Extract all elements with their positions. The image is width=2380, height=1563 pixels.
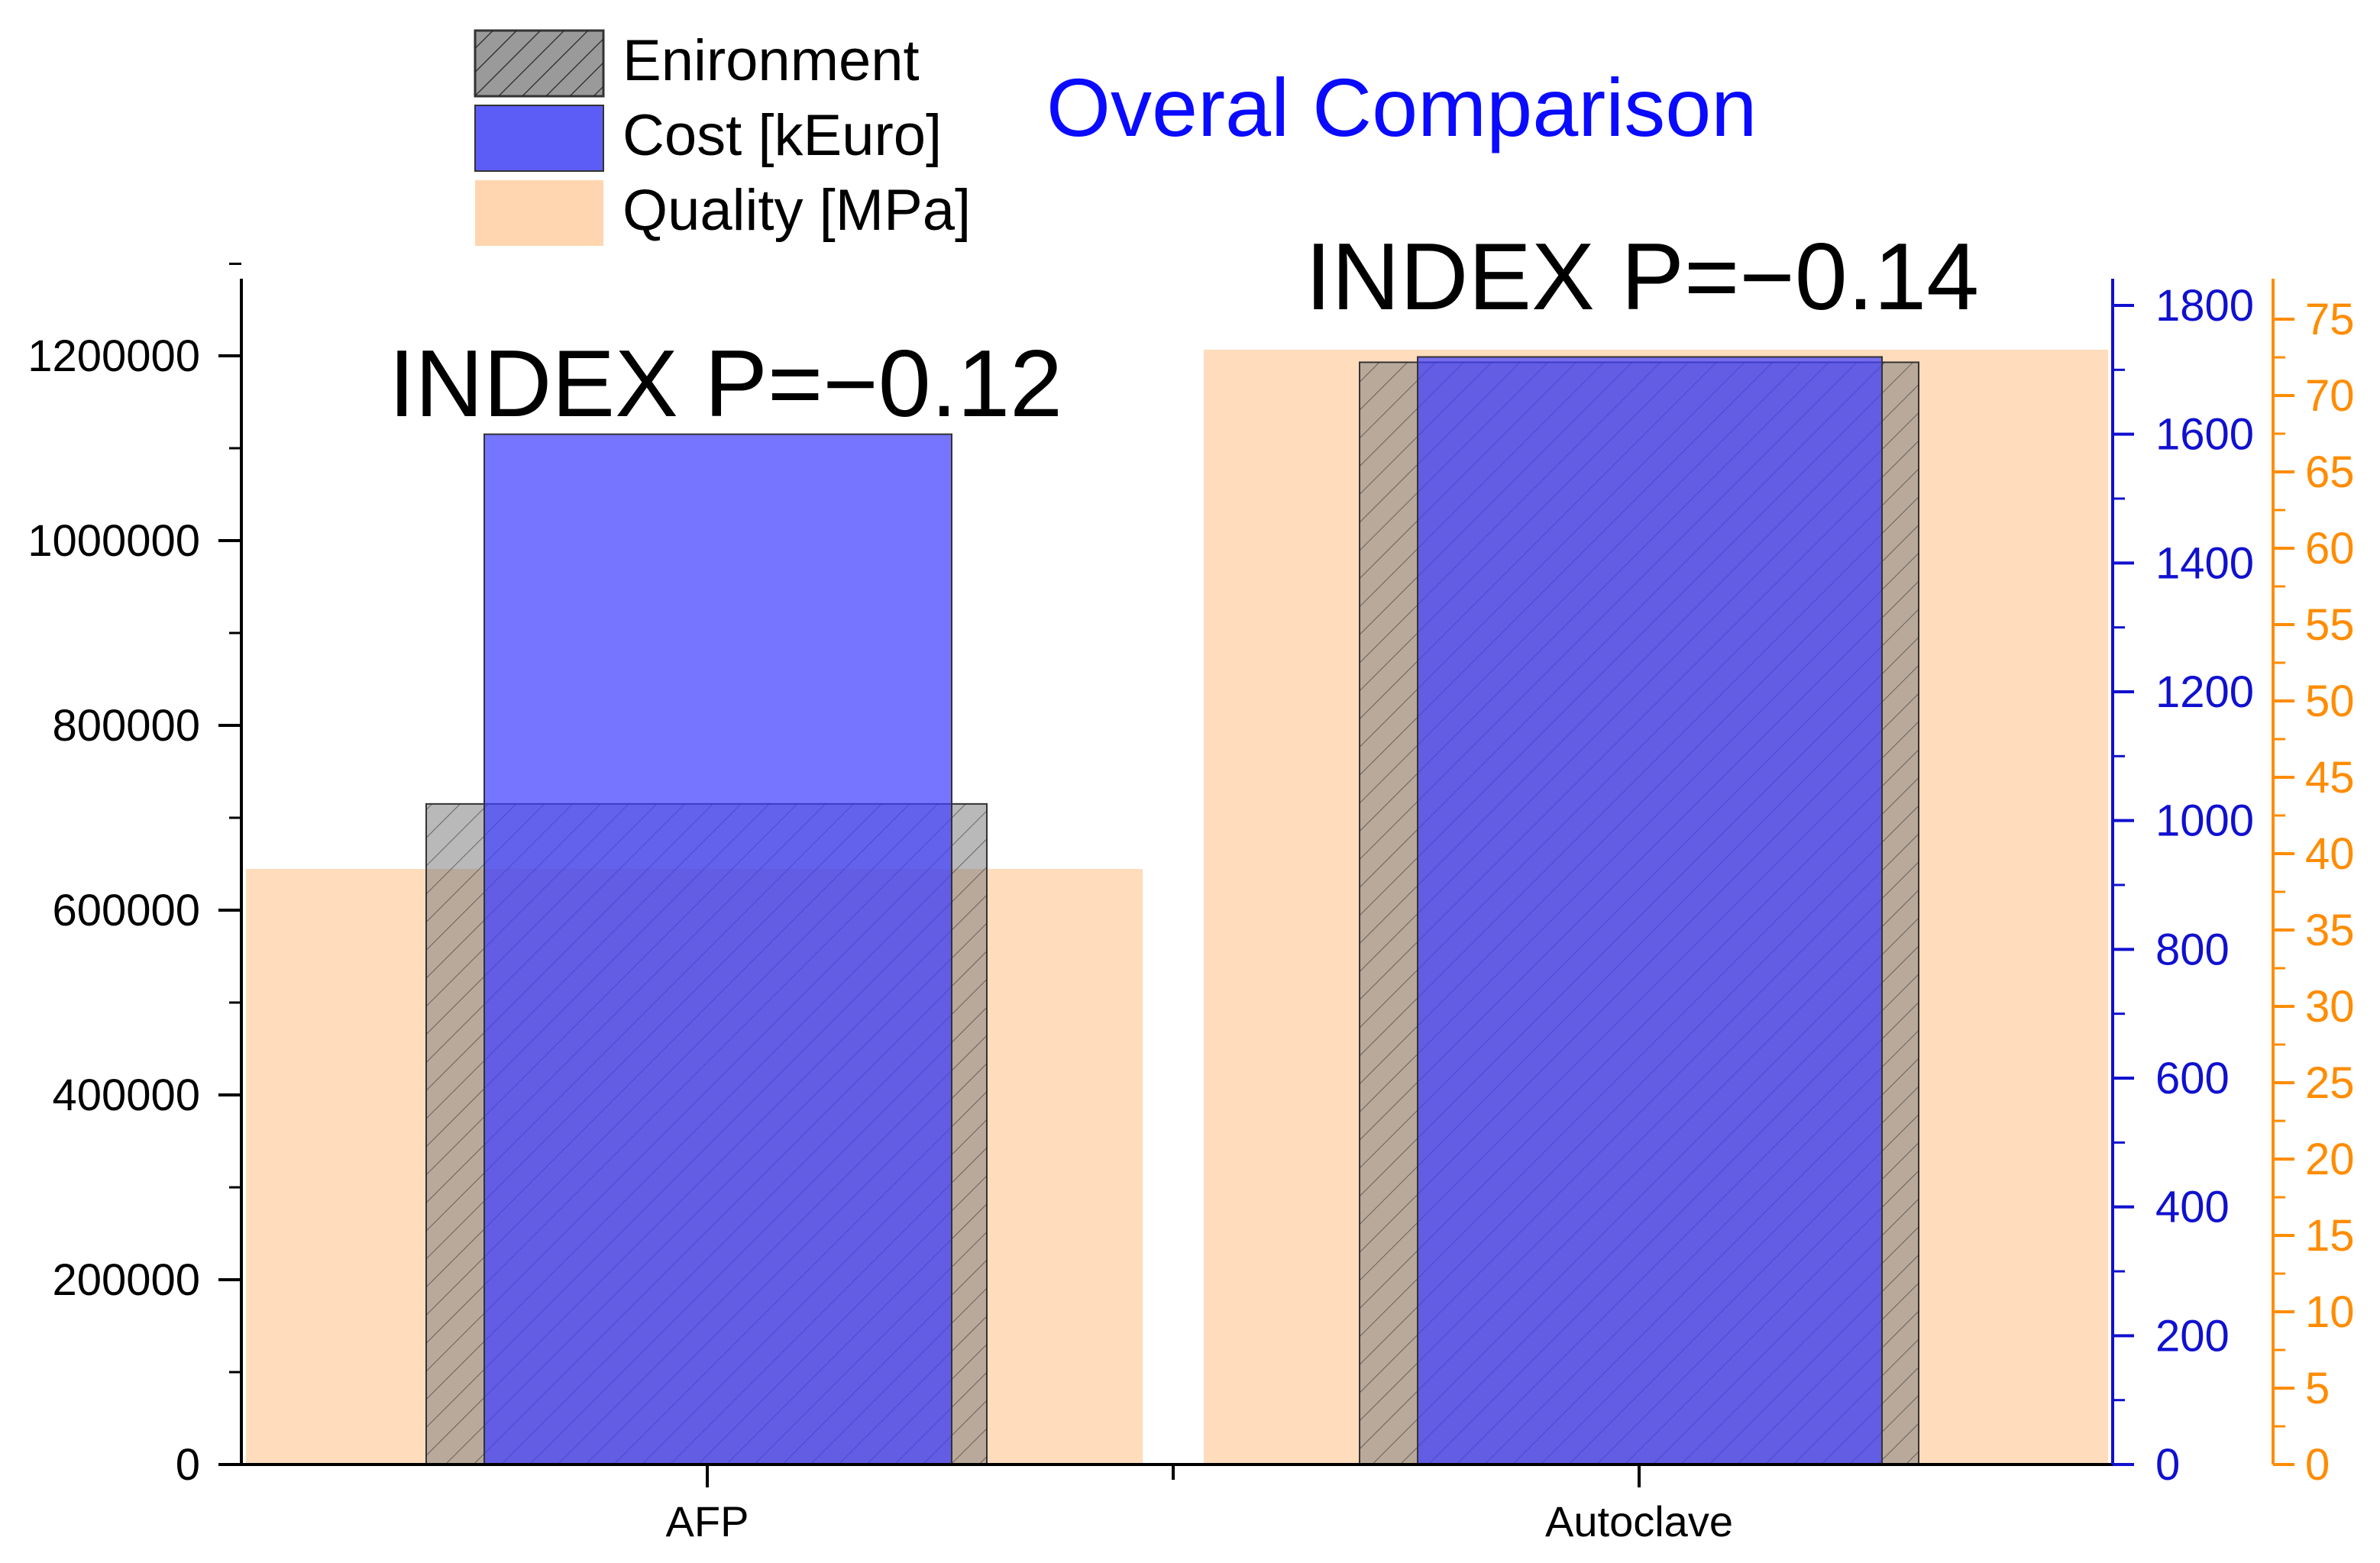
orange-tick-label: 40 <box>2305 829 2355 879</box>
bar-cost-afp <box>483 433 952 1466</box>
left-tick-label: 200000 <box>52 1255 200 1305</box>
annotation-index-0: INDEX P=−0.12 <box>389 331 1062 437</box>
legend-label-cost: Cost [kEuro] <box>622 103 942 168</box>
orange-tick-label: 75 <box>2305 295 2355 344</box>
orange-tick-label: 50 <box>2305 677 2355 726</box>
blue-tick-label: 600 <box>2155 1054 2230 1103</box>
chart-title: Overal Comparison <box>1046 61 1757 153</box>
orange-tick-label: 5 <box>2305 1364 2330 1413</box>
orange-tick-label: 55 <box>2305 600 2355 650</box>
blue-tick-label: 1400 <box>2155 538 2254 588</box>
left-tick-label: 400000 <box>52 1071 200 1120</box>
left-tick-label: 800000 <box>52 701 200 751</box>
left-tick-label: 600000 <box>52 886 200 935</box>
orange-tick-label: 25 <box>2305 1058 2355 1108</box>
blue-tick-label: 800 <box>2155 925 2230 974</box>
legend-swatch-cost <box>474 105 604 172</box>
blue-tick-label: 400 <box>2155 1183 2230 1232</box>
blue-tick-label: 0 <box>2155 1440 2180 1490</box>
left-tick-label: 0 <box>176 1440 200 1490</box>
legend: Enironment Cost [kEuro] Quality [MPa] <box>474 28 971 246</box>
legend-label-quality: Quality [MPa] <box>622 178 971 243</box>
blue-tick-label: 1000 <box>2155 796 2254 846</box>
left-tick-label: 1200000 <box>27 331 200 381</box>
blue-tick-label: 1600 <box>2155 410 2254 460</box>
axes: AFP Autoclave0200000400000600000800000100… <box>27 262 2355 1545</box>
annotations: INDEX P=−0.12 INDEX P=−0.14 <box>389 224 1979 437</box>
blue-tick-label: 1200 <box>2155 667 2254 717</box>
orange-tick-label: 0 <box>2305 1440 2330 1490</box>
blue-tick-label: 1800 <box>2155 281 2254 331</box>
orange-tick-label: 10 <box>2305 1287 2355 1337</box>
annotation-index-1: INDEX P=−0.14 <box>1305 224 1979 330</box>
orange-tick-label: 15 <box>2305 1211 2355 1261</box>
orange-tick-label: 30 <box>2305 982 2355 1032</box>
orange-tick-label: 35 <box>2305 906 2355 955</box>
x-tick-label-afp: AFP <box>666 1497 749 1545</box>
orange-tick-label: 60 <box>2305 524 2355 573</box>
legend-swatch-quality <box>475 180 603 246</box>
left-tick-label: 1000000 <box>27 516 200 566</box>
legend-label-environment: Enironment <box>622 28 920 93</box>
orange-tick-label: 70 <box>2305 371 2355 421</box>
legend-swatch-environment-hatch <box>475 31 603 96</box>
x-tick-label-autoclave: Autoclave <box>1545 1497 1733 1545</box>
bar-cost-autoclave <box>1417 356 1883 1465</box>
plot-area <box>246 350 2108 1466</box>
orange-tick-label: 20 <box>2305 1135 2355 1184</box>
blue-tick-label: 200 <box>2155 1311 2230 1361</box>
orange-tick-label: 65 <box>2305 447 2355 497</box>
orange-tick-label: 45 <box>2305 753 2355 802</box>
